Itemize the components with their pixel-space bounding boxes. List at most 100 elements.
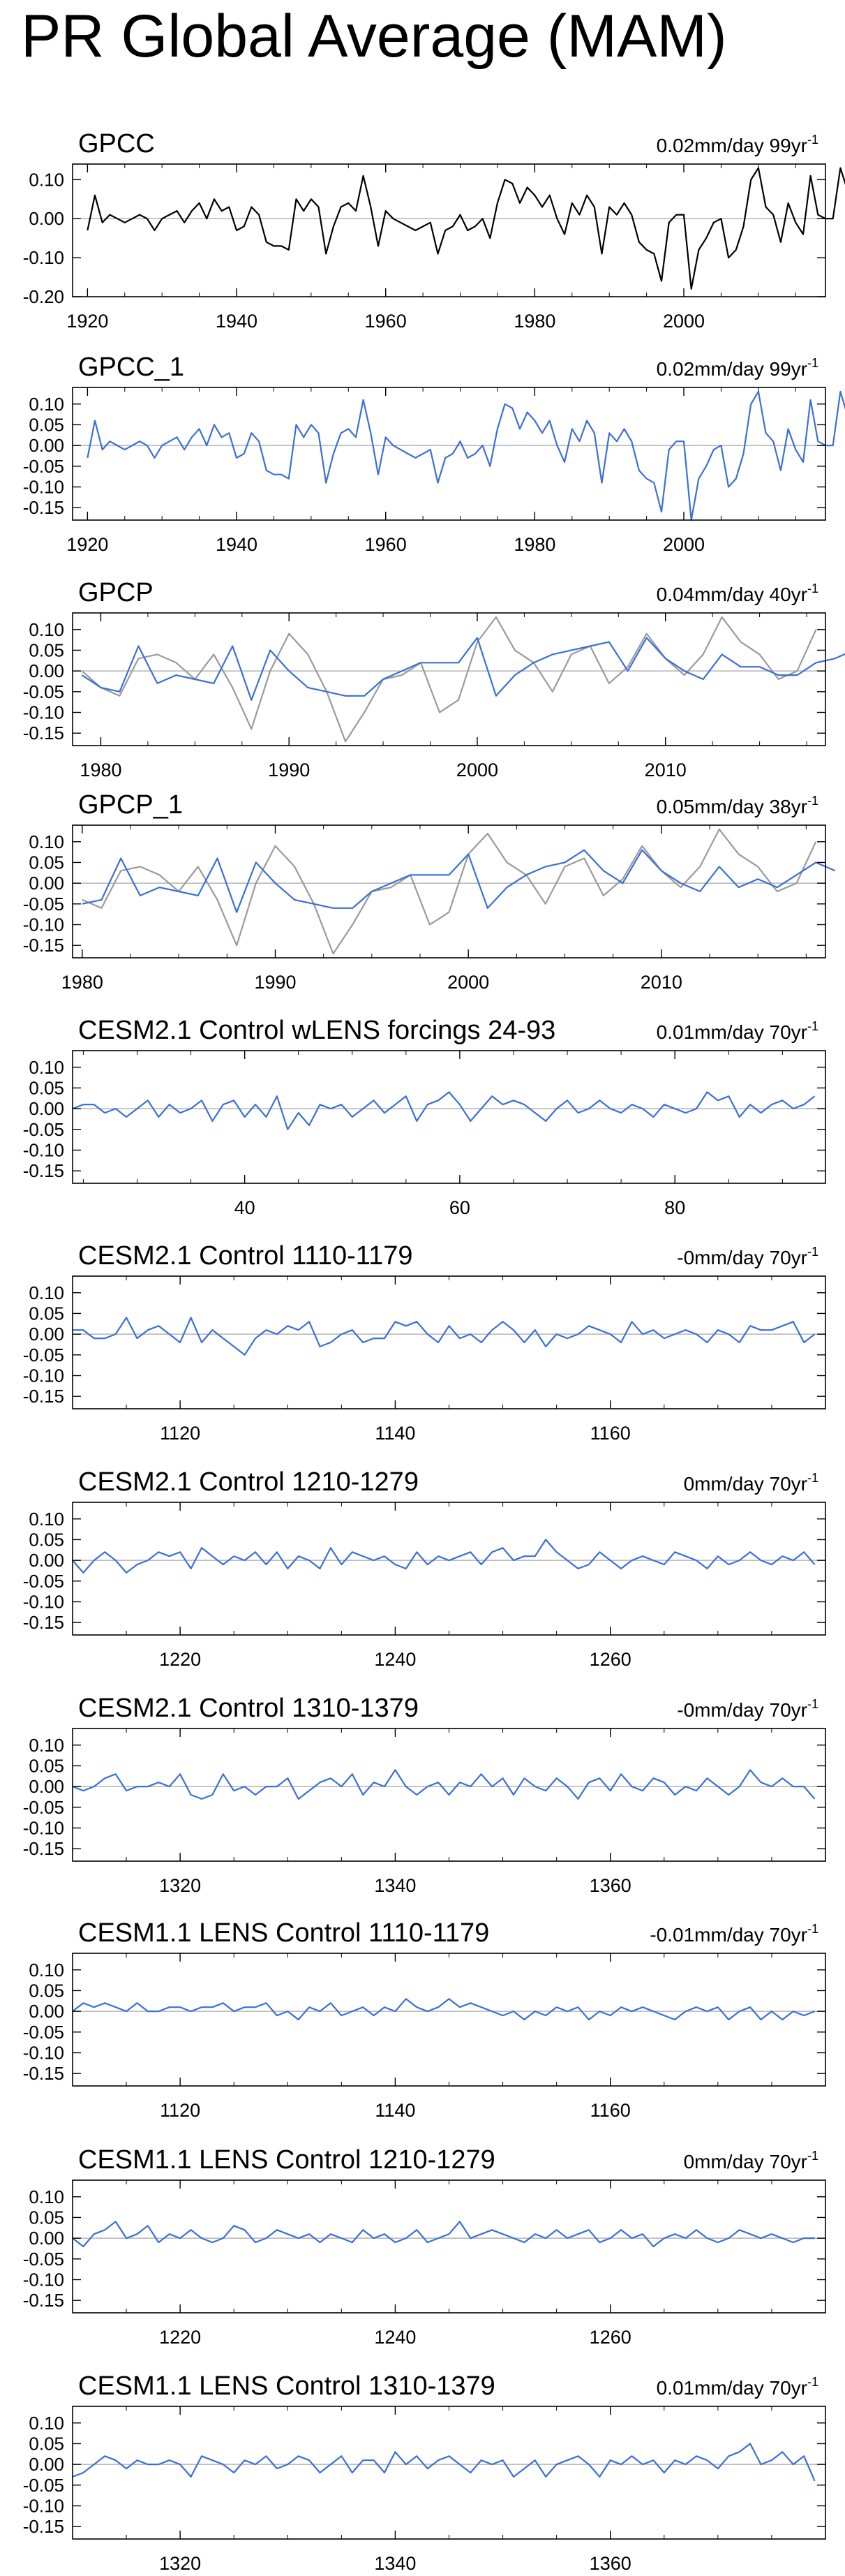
y-tick-label: -0.10 bbox=[23, 477, 64, 498]
y-tick-label: -0.05 bbox=[23, 2249, 64, 2270]
chart-title: CESM2.1 Control 1110-1179 bbox=[78, 1241, 413, 1271]
x-tick-label: 1360 bbox=[590, 1875, 631, 1896]
x-tick-label: 1340 bbox=[374, 1875, 416, 1896]
y-tick-label: -0.20 bbox=[23, 286, 64, 307]
chart-stat-exponent: -1 bbox=[807, 2149, 818, 2163]
series-line-0 bbox=[72, 1998, 815, 2021]
chart-title: CESM1.1 LENS Control 1110-1179 bbox=[78, 1918, 489, 1948]
y-tick-label: 0.05 bbox=[29, 414, 64, 435]
x-tick-label: 1940 bbox=[216, 311, 257, 332]
y-tick-label: 0.00 bbox=[29, 2228, 64, 2249]
chart-stat-exponent: -1 bbox=[807, 2375, 818, 2389]
y-tick-label: -0.05 bbox=[23, 1571, 64, 1592]
y-tick-label: 0.00 bbox=[29, 2001, 64, 2022]
x-tick-label: 1980 bbox=[61, 972, 103, 993]
series-line-0 bbox=[72, 2221, 815, 2248]
plot-frame bbox=[72, 387, 826, 521]
chart-stat-exponent: -1 bbox=[807, 356, 818, 370]
x-tick-label: 1980 bbox=[514, 311, 555, 332]
y-tick-label: 0.00 bbox=[29, 660, 64, 681]
plot-frame bbox=[72, 2406, 826, 2540]
y-tick-label: 0.10 bbox=[29, 831, 64, 852]
y-tick-label: 0.00 bbox=[29, 873, 64, 894]
x-tick-label: 1220 bbox=[159, 2327, 201, 2348]
y-tick-label: -0.10 bbox=[23, 915, 64, 935]
plot-frame bbox=[72, 612, 826, 746]
x-tick-label: 2000 bbox=[447, 972, 489, 993]
chart-panel-0: GPCC 0.02mm/day 99yr-1 -0.20 -0.10 0.00 0.10 1… bbox=[23, 129, 845, 332]
chart-stat-exponent: -1 bbox=[807, 133, 818, 147]
chart-stat: 0.02mm/day 99yr-1 bbox=[657, 356, 818, 380]
x-tick-label: 1260 bbox=[590, 2327, 631, 2348]
y-tick-label: -0.15 bbox=[23, 1838, 64, 1859]
chart-stat: 0.01mm/day 70yr-1 bbox=[657, 2375, 818, 2399]
y-tick-label: 0.05 bbox=[29, 1755, 64, 1776]
x-tick-label: 1980 bbox=[80, 760, 121, 780]
x-tick-label: 1240 bbox=[374, 1649, 416, 1670]
y-tick-label: 0.05 bbox=[29, 639, 64, 660]
y-tick-label: 0.10 bbox=[29, 1282, 64, 1303]
chart-stat-exponent: -1 bbox=[807, 794, 818, 808]
y-tick-label: -0.05 bbox=[23, 1119, 64, 1140]
x-tick-label: 60 bbox=[449, 1197, 470, 1218]
plot-frame bbox=[72, 1275, 826, 1409]
y-tick-label: -0.15 bbox=[23, 1160, 64, 1181]
y-tick-label: 0.05 bbox=[29, 2207, 64, 2228]
y-tick-label: -0.10 bbox=[23, 1592, 64, 1613]
y-tick-label: 0.05 bbox=[29, 1077, 64, 1098]
x-tick-label: 1920 bbox=[66, 534, 108, 555]
chart-stat-exponent: -1 bbox=[807, 1245, 818, 1259]
x-tick-label: 1960 bbox=[365, 311, 407, 332]
x-tick-label: 1160 bbox=[590, 1423, 631, 1444]
x-tick-label: 1120 bbox=[160, 2100, 200, 2121]
plot-frame bbox=[72, 1953, 826, 2087]
chart-panel-4: CESM2.1 Control wLENS forcings 24-93 0.01… bbox=[23, 1016, 826, 1218]
series-line-0 bbox=[82, 828, 817, 955]
chart-panel-2: GPCP 0.04mm/day 40yr-1 -0.15-0.10-0.050.00… bbox=[23, 578, 845, 780]
x-tick-label: 40 bbox=[234, 1197, 255, 1218]
chart-stat-exponent: -1 bbox=[807, 1697, 818, 1711]
y-tick-label: -0.05 bbox=[23, 894, 64, 915]
x-tick-label: 2010 bbox=[645, 760, 687, 780]
plot-frame bbox=[72, 1050, 826, 1184]
y-tick-label: 0.00 bbox=[29, 435, 64, 456]
y-tick-label: 0.00 bbox=[29, 1776, 64, 1797]
y-tick-label: -0.10 bbox=[23, 247, 64, 268]
y-tick-label: -0.15 bbox=[23, 1386, 64, 1407]
chart-stat: 0mm/day 70yr-1 bbox=[684, 2149, 818, 2172]
y-tick-label: 0.10 bbox=[29, 1960, 64, 1981]
y-tick-label: -0.05 bbox=[23, 456, 64, 477]
chart-title: CESM2.1 Control wLENS forcings 24-93 bbox=[78, 1016, 555, 1045]
chart-title: CESM2.1 Control 1210-1279 bbox=[78, 1467, 419, 1497]
chart-panel-10: CESM1.1 LENS Control 1310-1379 0.01mm/day… bbox=[23, 2371, 826, 2574]
chart-title: CESM2.1 Control 1310-1379 bbox=[78, 1694, 419, 1723]
series-line-0 bbox=[87, 390, 845, 521]
chart-title: GPCC_1 bbox=[78, 353, 184, 382]
y-tick-label: 0.10 bbox=[29, 2413, 64, 2434]
x-tick-label: 1360 bbox=[590, 2553, 631, 2574]
y-tick-label: 0.10 bbox=[29, 169, 64, 190]
series-line-1 bbox=[82, 849, 836, 913]
chart-stat-exponent: -1 bbox=[807, 1471, 818, 1485]
x-tick-label: 1260 bbox=[590, 1649, 631, 1670]
page-title: PR Global Average (MAM) bbox=[21, 3, 727, 70]
y-tick-label: 0.00 bbox=[29, 1324, 64, 1345]
plot-frame bbox=[72, 2179, 826, 2314]
y-tick-label: 0.05 bbox=[29, 2433, 64, 2454]
series-line-0 bbox=[73, 1317, 816, 1356]
chart-stat: 0.04mm/day 40yr-1 bbox=[657, 582, 818, 605]
chart-stat-exponent: -1 bbox=[807, 1922, 818, 1936]
y-tick-label: 0.00 bbox=[29, 2454, 64, 2475]
y-tick-label: -0.10 bbox=[23, 1818, 64, 1839]
y-tick-label: 0.00 bbox=[29, 208, 64, 229]
x-tick-label: 1990 bbox=[254, 972, 296, 993]
y-tick-label: -0.10 bbox=[23, 1365, 64, 1386]
y-tick-label: -0.05 bbox=[23, 1345, 64, 1365]
x-tick-label: 1940 bbox=[216, 534, 257, 555]
chart-panel-8: CESM1.1 LENS Control 1110-1179 -0.01mm/da… bbox=[23, 1918, 826, 2121]
chart-panel-7: CESM2.1 Control 1310-1379 -0mm/day 70yr-1… bbox=[23, 1694, 826, 1896]
chart-panel-1: GPCC_1 0.02mm/day 99yr-1-0.15-0.10-0.050.… bbox=[23, 353, 845, 555]
x-tick-label: 1240 bbox=[374, 2327, 416, 2348]
y-tick-label: -0.15 bbox=[23, 723, 64, 743]
